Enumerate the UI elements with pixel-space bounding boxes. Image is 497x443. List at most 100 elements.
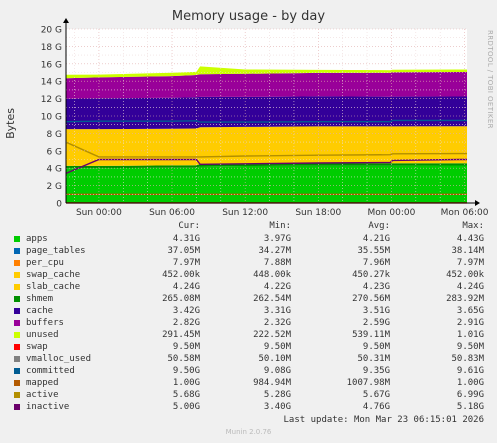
header-cur: Cur: <box>178 221 200 231</box>
y-tick-label: 6 G <box>46 147 62 157</box>
y-tick-label: 8 G <box>46 130 62 140</box>
legend-cur-value: 3.42G <box>172 306 200 316</box>
legend-avg-value: 2.59G <box>362 318 390 328</box>
legend-max-value: 9.61G <box>456 366 484 376</box>
legend-label: shmem <box>26 294 54 304</box>
y-tick-label: 2 G <box>46 182 62 192</box>
legend-swatch <box>14 272 20 278</box>
legend-swatch <box>14 236 20 242</box>
memory-chart: 0 2 G 4 G 6 G 8 G 10 G 12 G 14 G 16 G 18 G 20 G Sun… <box>41 18 489 218</box>
legend-avg-value: 3.51G <box>362 306 390 316</box>
legend-row-swap-cache: swap_cache 452.00k 448.00k 450.27k 452.00k <box>0 270 497 282</box>
legend-cur-value: 50.58M <box>167 354 200 364</box>
legend-max-value: 4.24G <box>456 282 484 292</box>
area-buffers <box>66 72 467 99</box>
header-max: Max: <box>462 221 484 231</box>
area-shmem <box>66 163 467 169</box>
x-axis-arrow <box>475 200 480 206</box>
legend-min-value: 34.27M <box>258 246 291 256</box>
legend-avg-value: 35.55M <box>357 246 390 256</box>
legend-label: inactive <box>26 402 70 412</box>
legend-min-value: 9.50M <box>263 342 291 352</box>
legend-avg-value: 50.31M <box>357 354 390 364</box>
legend-row-inactive: inactive 5.00G 3.40G 4.76G 5.18G <box>0 402 497 414</box>
legend-avg-value: 4.76G <box>362 402 390 412</box>
legend-swatch <box>14 404 20 410</box>
x-tick-label: Sun 12:00 <box>222 208 268 218</box>
legend-min-value: 984.94M <box>253 378 291 388</box>
legend-max-value: 9.50M <box>456 342 484 352</box>
legend-swatch <box>14 248 20 254</box>
legend-label: swap_cache <box>26 270 81 280</box>
legend-label: active <box>26 390 59 400</box>
legend-max-value: 38.14M <box>451 246 484 256</box>
legend-min-value: 448.00k <box>253 270 291 280</box>
legend-row-unused: unused 291.45M 222.52M 539.11M 1.01G <box>0 330 497 342</box>
y-tick-label: 20 G <box>41 26 62 36</box>
legend-label: vmalloc_used <box>26 354 92 364</box>
last-update: Last update: Mon Mar 23 06:15:01 2026 <box>283 415 484 425</box>
y-tick-label: 10 G <box>41 113 62 123</box>
legend-min-value: 5.28G <box>263 390 291 400</box>
legend-avg-value: 5.67G <box>362 390 390 400</box>
legend-row-cache: cache 3.42G 3.31G 3.51G 3.65G <box>0 306 497 318</box>
legend-max-value: 4.43G <box>456 234 484 244</box>
legend-swatch <box>14 260 20 266</box>
legend-max-value: 283.92M <box>446 294 484 304</box>
legend-cur-value: 9.50M <box>172 342 200 352</box>
legend-swatch <box>14 344 20 350</box>
legend-max-value: 3.65G <box>456 306 484 316</box>
legend-max-value: 1.01G <box>456 330 484 340</box>
legend-swatch <box>14 296 20 302</box>
area-cache <box>66 96 467 130</box>
legend-label: mapped <box>26 378 59 388</box>
legend-cur-value: 9.50G <box>172 366 200 376</box>
generator-credit: Munin 2.0.76 <box>225 428 272 436</box>
legend-max-value: 6.99G <box>456 390 484 400</box>
legend-label: buffers <box>26 318 64 328</box>
legend-max-value: 7.97M <box>456 258 484 268</box>
legend-swatch <box>14 392 20 398</box>
legend-avg-value: 539.11M <box>352 330 390 340</box>
legend-row-active: active 5.68G 5.28G 5.67G 6.99G <box>0 390 497 402</box>
y-tick-label: 12 G <box>41 95 62 105</box>
legend-row-swap: swap 9.50M 9.50M 9.50M 9.50M <box>0 342 497 354</box>
legend-row-vmalloc-used: vmalloc_used 50.58M 50.10M 50.31M 50.83M <box>0 354 497 366</box>
legend-label: swap <box>26 342 48 352</box>
legend-avg-value: 7.96M <box>362 258 390 268</box>
x-tick-label: Mon 00:00 <box>368 208 416 218</box>
y-tick-label: 4 G <box>46 165 62 175</box>
legend-cur-value: 1.00G <box>172 378 200 388</box>
legend-row-slab-cache: slab_cache 4.24G 4.22G 4.23G 4.24G <box>0 282 497 294</box>
legend-swatch <box>14 308 20 314</box>
legend-row-page-tables: page_tables 37.05M 34.27M 35.55M 38.14M <box>0 246 497 258</box>
legend-cur-value: 291.45M <box>162 330 200 340</box>
area-apps <box>66 165 467 203</box>
legend-swatch <box>14 368 20 374</box>
legend-cur-value: 4.24G <box>172 282 200 292</box>
legend-min-value: 3.40G <box>263 402 291 412</box>
legend-swatch <box>14 380 20 386</box>
legend-row-committed: committed 9.50G 9.08G 9.35G 9.61G <box>0 366 497 378</box>
legend-avg-value: 1007.98M <box>346 378 390 388</box>
legend-min-value: 7.88M <box>263 258 291 268</box>
area-unused <box>66 66 467 79</box>
legend-label: page_tables <box>26 246 86 256</box>
x-tick-label: Mon 06:00 <box>441 208 489 218</box>
area-slab-cache <box>66 126 467 166</box>
legend-cur-value: 265.08M <box>162 294 200 304</box>
legend-avg-value: 9.35G <box>362 366 390 376</box>
legend-label: unused <box>26 330 59 340</box>
legend-table: Cur: Min: Avg: Max: apps 4.31G 3.97G 4.21G 4… <box>0 221 497 421</box>
legend-cur-value: 452.00k <box>162 270 200 280</box>
legend-row-per-cpu: per_cpu 7.97M 7.88M 7.96M 7.97M <box>0 258 497 270</box>
legend-max-value: 2.91G <box>456 318 484 328</box>
legend-max-value: 1.00G <box>456 378 484 388</box>
legend-min-value: 9.08G <box>263 366 291 376</box>
legend-swatch <box>14 320 20 326</box>
y-tick-label: 0 <box>56 200 62 210</box>
legend-avg-value: 450.27k <box>352 270 390 280</box>
legend-cur-value: 4.31G <box>172 234 200 244</box>
legend-avg-value: 4.23G <box>362 282 390 292</box>
